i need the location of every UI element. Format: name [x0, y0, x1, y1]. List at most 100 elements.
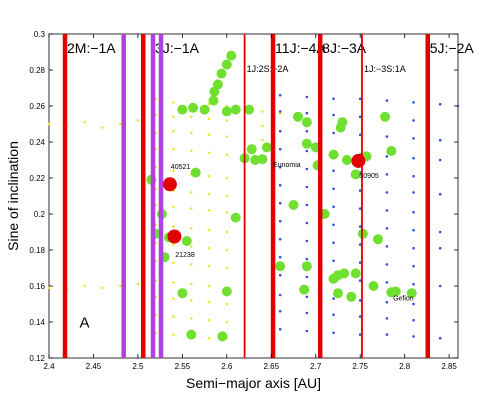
trajectory-point	[172, 261, 175, 264]
trajectory-point	[172, 243, 175, 246]
trajectory-point	[172, 297, 175, 300]
highlight-layer: 40521 21238 Eunomia 50905 Gefion	[162, 153, 414, 302]
trajectory-point	[278, 255, 282, 259]
trajectory-point	[412, 101, 415, 104]
asteroid-marker	[186, 329, 197, 340]
asteroid-marker	[199, 104, 210, 115]
asteroid-marker	[301, 261, 312, 272]
trajectory-point	[225, 320, 229, 324]
trajectory-point	[412, 210, 415, 214]
trajectory-point	[189, 282, 193, 286]
trajectory-point	[332, 313, 335, 317]
x-axis-title: Semi−major axis [AU]	[186, 375, 321, 391]
resonance-label: 11J:−4A	[275, 40, 326, 56]
trajectory-point	[332, 113, 335, 117]
trajectory-point	[358, 115, 362, 119]
trajectory-point	[278, 129, 282, 133]
trajectory-point	[207, 284, 211, 288]
trajectory-point	[385, 155, 389, 158]
trajectory-point	[358, 299, 362, 302]
trajectory-point	[225, 302, 229, 306]
trajectory-point	[332, 223, 335, 227]
trajectory-point	[385, 191, 389, 194]
trajectory-point	[207, 192, 211, 196]
trajectory-point	[136, 282, 140, 286]
trajectory-series	[278, 93, 460, 340]
asteroid-marker	[221, 286, 232, 297]
trajectory-point	[189, 115, 193, 119]
asteroid-marker	[341, 155, 352, 165]
trajectory-point	[278, 327, 282, 331]
y-tick-label: 0.26	[29, 102, 45, 111]
trajectory-point	[278, 237, 282, 241]
asteroid-marker	[208, 95, 219, 106]
asteroid-marker	[177, 288, 188, 299]
trajectory-point	[172, 147, 175, 151]
trajectory-point	[412, 302, 415, 306]
trajectory-point	[189, 245, 193, 248]
trajectory-point	[225, 266, 229, 270]
trajectory-point	[438, 230, 442, 234]
trajectory-point	[438, 102, 442, 106]
trajectory-point	[358, 261, 362, 264]
trajectory-point	[438, 138, 442, 142]
trajectory-point	[278, 110, 282, 113]
asteroid-marker	[346, 291, 357, 302]
trajectory-point	[278, 293, 282, 297]
highlighted-asteroid	[257, 154, 268, 165]
x-tick-label: 2.6	[221, 362, 233, 371]
highlighted-asteroid	[386, 287, 397, 298]
trajectory-point	[305, 221, 309, 225]
trajectory-point	[305, 185, 309, 189]
y-tick-label: 0.12	[29, 354, 45, 363]
trajectory-point	[332, 131, 335, 135]
asteroid-marker	[216, 68, 227, 79]
asteroid-marker	[188, 102, 199, 113]
trajectory-point	[101, 126, 104, 129]
trajectory-point	[225, 248, 229, 252]
trajectory-point	[358, 315, 362, 318]
trajectory-point	[332, 259, 335, 263]
x-tick-label: 2.45	[86, 362, 102, 371]
trajectory-point	[47, 286, 51, 290]
asteroid-marker	[181, 236, 192, 246]
trajectory-point	[261, 110, 264, 113]
trajectory-point	[278, 165, 282, 169]
trajectory-point	[207, 228, 211, 232]
y-tick-label: 0.28	[29, 66, 45, 75]
x-tick-label: 2.65	[263, 362, 279, 371]
asteroid-marker	[221, 59, 232, 70]
asteroid-marker	[301, 138, 312, 149]
trajectory-point	[358, 97, 362, 101]
trajectory-point	[189, 227, 193, 230]
trajectory-point	[83, 120, 86, 124]
trajectory-point	[412, 137, 415, 140]
trajectory-point	[172, 169, 175, 173]
trajectory-point	[412, 335, 415, 338]
asteroid-marker	[350, 169, 361, 180]
asteroid-label: 40521	[171, 164, 191, 171]
trajectory-point	[189, 207, 193, 210]
asteroid-marker	[190, 167, 201, 178]
trajectory-point	[47, 122, 51, 126]
trajectory-point	[332, 241, 335, 245]
trajectory-point	[189, 149, 193, 153]
trajectory-point	[207, 209, 211, 212]
asteroid-marker	[337, 117, 348, 128]
trajectory-point	[278, 273, 282, 277]
trajectory-point	[305, 129, 309, 133]
x-tick-label: 2.8	[399, 362, 411, 371]
resonance-label: 8J:−3A	[322, 40, 367, 56]
trajectory-point	[385, 209, 389, 212]
trajectory-point	[305, 203, 309, 207]
asteroid-marker	[230, 212, 241, 223]
trajectory-point	[412, 282, 415, 286]
asteroid-marker	[288, 200, 299, 210]
highlighted-asteroid	[351, 153, 366, 168]
y-tick-label: 0.18	[29, 246, 45, 255]
trajectory-point	[172, 281, 175, 284]
trajectory-point	[438, 246, 442, 250]
asteroid-label: Eunomia	[273, 162, 301, 169]
trajectory-point	[358, 333, 362, 336]
